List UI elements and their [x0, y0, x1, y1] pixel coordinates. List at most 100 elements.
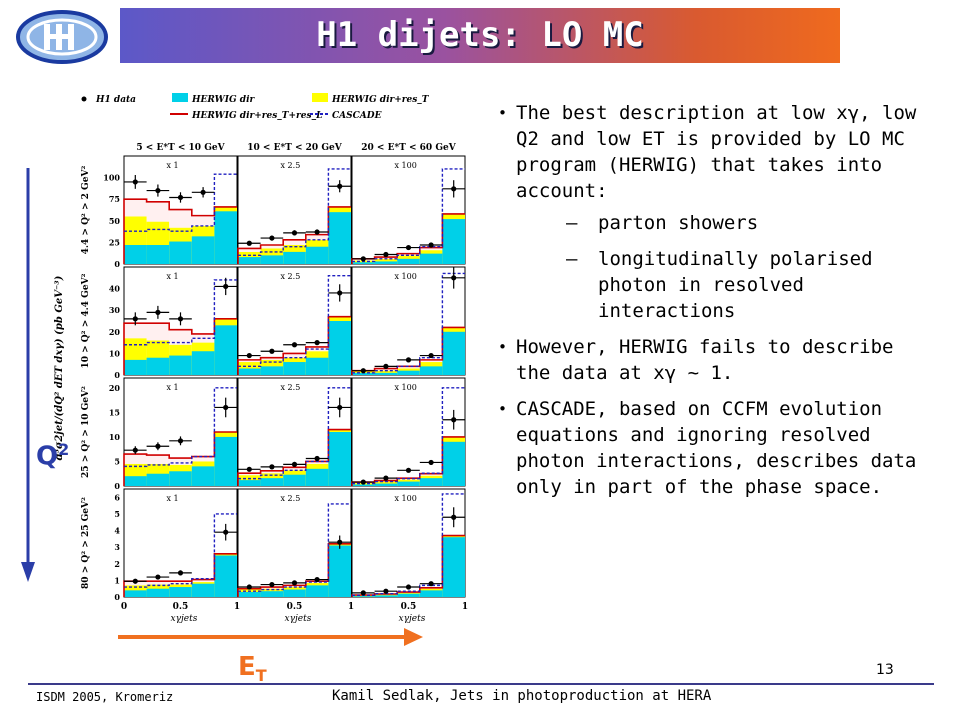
- bar-herwig-dir: [238, 368, 261, 375]
- x-axis-label: xγjets: [285, 614, 312, 624]
- data-point-h1: [246, 352, 252, 359]
- bullet-text: CASCADE, based on CCFM evolution equatio…: [516, 398, 917, 498]
- bar-herwig-dir: [124, 476, 147, 486]
- data-point-h1: [246, 584, 252, 590]
- line-cascade: [352, 272, 465, 374]
- panel-scale-label: x 2.5: [281, 383, 301, 392]
- bar-herwig-dir: [328, 432, 351, 486]
- bar-herwig-dir: [191, 466, 215, 486]
- panel-scale-label: x 2.5: [281, 494, 301, 503]
- y-tick-label: 5: [114, 509, 120, 519]
- et-label: ET: [238, 652, 267, 685]
- panel-scale-label: x 100: [395, 161, 417, 170]
- data-point-h1: [223, 529, 229, 535]
- legend-label: HERWIG dir+res_T: [331, 95, 430, 105]
- panel-scale-label: x 100: [395, 383, 417, 392]
- bar-herwig-dir: [260, 255, 284, 264]
- title-bar: H1 dijets: LO MC: [120, 8, 840, 63]
- bar-herwig-dir: [328, 212, 351, 264]
- bullet-list: • The best description at low xγ, low Q2…: [496, 100, 936, 510]
- x-tick-label: 1: [462, 602, 468, 612]
- bar-herwig-dir: [305, 585, 329, 597]
- bar-herwig-dir: [191, 236, 215, 264]
- bar-herwig-dir: [397, 370, 420, 375]
- bullet-dot-icon: •: [498, 104, 508, 122]
- bar-herwig-dir: [374, 372, 398, 375]
- bar-herwig-dir: [397, 593, 420, 597]
- data-point-h1: [337, 290, 343, 296]
- dijet-figure: H1 data HERWIG dir HERWIG dir+res_T HERWIG …: [48, 88, 478, 648]
- data-point-h1: [405, 584, 412, 590]
- bar-herwig-dir: [169, 355, 192, 375]
- bar-herwig-dir: [397, 481, 420, 486]
- data-point-h1: [360, 479, 366, 485]
- data-point-h1: [177, 438, 184, 444]
- panel-scale-label: x 100: [395, 494, 417, 503]
- bar-herwig-res-l-region: [169, 458, 192, 465]
- bar-herwig-dir: [214, 555, 237, 597]
- bar-herwig-res-l-region: [260, 357, 284, 360]
- data-point-h1: [314, 455, 320, 462]
- data-point-h1: [132, 447, 138, 453]
- data-point-h1: [291, 580, 298, 586]
- bar-herwig-dir: [419, 253, 443, 264]
- data-point-h1: [383, 475, 389, 481]
- bar-herwig-dir-res-t: [374, 258, 398, 264]
- line-cascade: [352, 387, 465, 485]
- bar-herwig-dir: [124, 244, 147, 264]
- bar-herwig-res-l-region: [419, 359, 443, 363]
- y-axis-label: d³σ2jet/(dQ² dET dxγ) (pb GeV⁻³): [54, 275, 65, 460]
- legend-label: CASCADE: [332, 111, 382, 121]
- x-tick-label: 1: [234, 602, 240, 612]
- panel-scale-label: x 2.5: [281, 161, 301, 170]
- bar-herwig-res-l-region: [146, 581, 170, 585]
- data-point-h1: [291, 230, 298, 236]
- line-cascade: [352, 168, 465, 263]
- data-point-h1: [200, 189, 206, 195]
- data-point-h1: [269, 235, 275, 241]
- line-herwig-full: [237, 428, 351, 486]
- bullet-dot-icon: •: [498, 400, 508, 418]
- q2-text: Q: [36, 441, 59, 472]
- data-point-h1: [428, 459, 434, 466]
- bar-herwig-dir: [238, 480, 261, 486]
- bar-herwig-dir: [146, 473, 170, 486]
- chart-svg: H1 data HERWIG dir HERWIG dir+res_T HERWIG …: [54, 93, 468, 624]
- y-tick-label: 0: [114, 592, 120, 602]
- data-point-h1: [177, 316, 184, 322]
- bar-herwig-dir: [374, 595, 398, 597]
- line-cascade: [124, 513, 237, 588]
- bar-herwig-res-l-region: [374, 368, 398, 371]
- y-tick-label: 75: [109, 194, 120, 204]
- bullet-item: • CASCADE, based on CCFM evolution equat…: [496, 396, 936, 500]
- bar-herwig-dir: [328, 545, 351, 597]
- bar-herwig-dir: [214, 325, 237, 375]
- panel-scale-label: x 1: [167, 494, 179, 503]
- y-tick-label: 0: [114, 259, 120, 269]
- bar-herwig-res-l-region: [169, 581, 192, 585]
- legend-label: H1 data: [95, 95, 136, 105]
- footer-conference: ISDM 2005, Kromeriz: [36, 690, 174, 704]
- bar-herwig-dir: [397, 258, 420, 264]
- data-point-h1: [405, 357, 412, 363]
- bar-herwig-dir: [352, 484, 375, 486]
- q2-label: Q2: [36, 440, 69, 472]
- bar-herwig-dir: [260, 591, 284, 597]
- data-point-h1: [360, 590, 366, 596]
- bar-herwig-dir: [283, 474, 306, 486]
- legend-label: HERWIG dir: [191, 95, 255, 105]
- data-point-h1: [428, 242, 434, 248]
- data-point-h1: [383, 363, 389, 369]
- x-tick-label: 0.5: [287, 602, 303, 612]
- bar-herwig-dir: [124, 359, 147, 375]
- y-tick-label: 10: [109, 348, 121, 358]
- y-tick-label: 15: [109, 407, 120, 417]
- bar-herwig-dir: [169, 241, 192, 264]
- line-cascade: [352, 493, 465, 597]
- data-point-h1: [291, 342, 298, 348]
- bar-herwig-dir: [283, 362, 306, 375]
- data-point-h1: [451, 514, 457, 520]
- line-herwig-full: [123, 431, 237, 486]
- dash-icon: –: [566, 248, 578, 270]
- data-point-h1: [246, 466, 252, 472]
